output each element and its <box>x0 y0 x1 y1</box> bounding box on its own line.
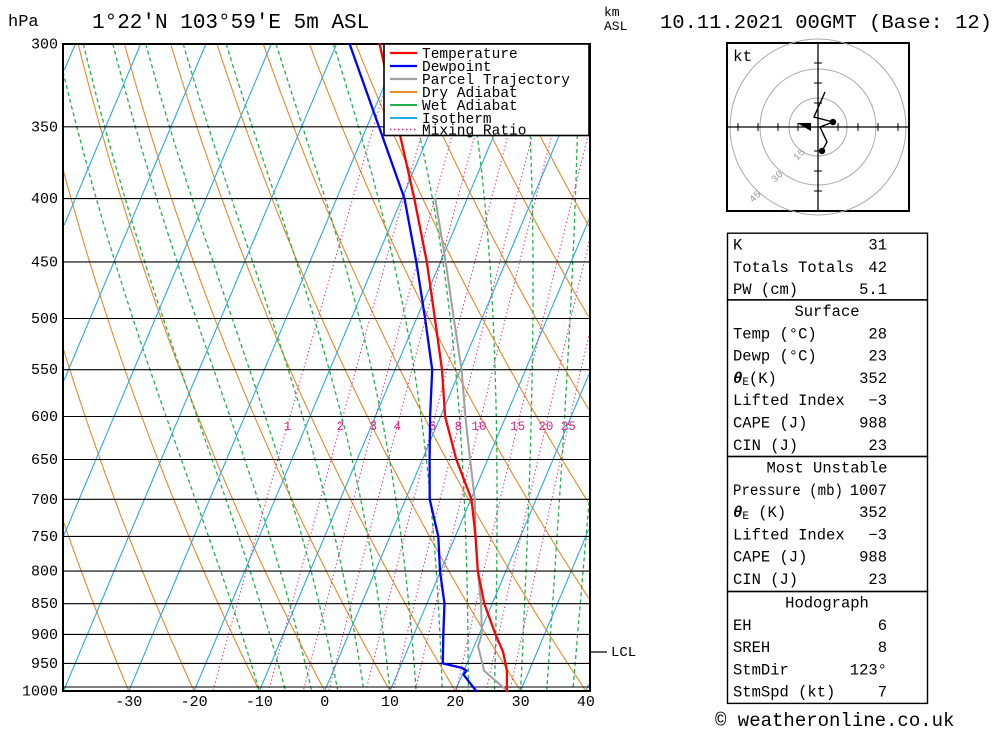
svg-text:EH: EH <box>733 617 752 635</box>
svg-text:800: 800 <box>31 564 58 581</box>
svg-text:SREH: SREH <box>733 639 770 657</box>
svg-text:PW (cm): PW (cm) <box>733 281 798 299</box>
svg-text:10.11.2021 00GMT (Base: 12): 10.11.2021 00GMT (Base: 12) <box>660 12 992 34</box>
svg-text:© weatheronline.co.uk: © weatheronline.co.uk <box>715 710 954 732</box>
svg-text:450: 450 <box>31 254 58 271</box>
svg-text:10: 10 <box>381 694 399 711</box>
svg-text:hPa: hPa <box>8 13 39 32</box>
svg-text:CIN (J): CIN (J) <box>733 571 798 589</box>
svg-text:StmSpd (kt): StmSpd (kt) <box>733 684 835 702</box>
svg-text:42: 42 <box>868 259 887 277</box>
svg-text:25: 25 <box>561 420 576 434</box>
svg-text:ASL: ASL <box>604 19 627 34</box>
svg-text:1007: 1007 <box>850 482 887 500</box>
svg-text:8: 8 <box>455 420 463 434</box>
svg-text:Lifted Index: Lifted Index <box>733 526 845 544</box>
svg-text:352: 352 <box>859 504 887 522</box>
svg-text:LCL: LCL <box>611 645 636 661</box>
svg-text:θE (K): θE (K) <box>733 504 786 523</box>
svg-text:CAPE (J): CAPE (J) <box>733 549 807 567</box>
svg-text:K: K <box>733 237 743 255</box>
svg-text:-20: -20 <box>181 694 208 711</box>
svg-text:15: 15 <box>510 420 525 434</box>
svg-text:-30: -30 <box>115 694 142 711</box>
svg-text:2: 2 <box>337 420 345 434</box>
svg-text:550: 550 <box>31 362 58 379</box>
svg-text:352: 352 <box>859 370 887 388</box>
svg-text:28: 28 <box>868 325 887 343</box>
svg-text:600: 600 <box>31 409 58 426</box>
svg-text:kt: kt <box>733 48 752 66</box>
svg-text:−3: −3 <box>868 392 887 410</box>
svg-text:θE(K): θE(K) <box>733 370 777 389</box>
svg-text:0: 0 <box>320 694 329 711</box>
svg-text:10: 10 <box>471 420 486 434</box>
svg-text:7: 7 <box>878 684 887 702</box>
svg-text:-10: -10 <box>246 694 273 711</box>
svg-text:350: 350 <box>31 119 58 136</box>
svg-text:20: 20 <box>538 420 553 434</box>
svg-text:−3: −3 <box>868 526 887 544</box>
svg-text:Totals Totals: Totals Totals <box>733 259 854 277</box>
svg-text:3: 3 <box>369 420 377 434</box>
svg-text:750: 750 <box>31 529 58 546</box>
svg-text:20: 20 <box>446 694 464 711</box>
svg-text:4: 4 <box>394 420 402 434</box>
svg-text:850: 850 <box>31 596 58 613</box>
svg-text:1000: 1000 <box>22 684 58 701</box>
svg-text:950: 950 <box>31 656 58 673</box>
svg-text:Surface: Surface <box>794 303 859 321</box>
svg-text:988: 988 <box>859 549 887 567</box>
svg-text:30: 30 <box>512 694 530 711</box>
svg-text:1°22'N 103°59'E 5m ASL: 1°22'N 103°59'E 5m ASL <box>92 12 369 35</box>
svg-text:8: 8 <box>878 639 887 657</box>
svg-text:CIN (J): CIN (J) <box>733 437 798 455</box>
svg-text:988: 988 <box>859 415 887 433</box>
svg-text:Dewp (°C): Dewp (°C) <box>733 348 817 366</box>
svg-text:23: 23 <box>868 348 887 366</box>
svg-text:km: km <box>604 5 620 20</box>
svg-text:Most Unstable: Most Unstable <box>767 460 888 478</box>
svg-text:Pressure (mb): Pressure (mb) <box>733 482 843 500</box>
svg-text:1: 1 <box>284 420 292 434</box>
svg-text:650: 650 <box>31 452 58 469</box>
svg-text:23: 23 <box>868 571 887 589</box>
svg-text:123°: 123° <box>850 661 887 679</box>
svg-text:40: 40 <box>577 694 595 711</box>
svg-text:500: 500 <box>31 311 58 328</box>
svg-text:400: 400 <box>31 191 58 208</box>
svg-text:CAPE (J): CAPE (J) <box>733 415 807 433</box>
svg-text:6: 6 <box>878 617 887 635</box>
svg-text:700: 700 <box>31 492 58 509</box>
svg-text:Lifted Index: Lifted Index <box>733 392 845 410</box>
svg-text:31: 31 <box>868 237 887 255</box>
svg-text:Hodograph: Hodograph <box>785 595 869 613</box>
svg-text:Mixing Ratio: Mixing Ratio <box>422 124 526 140</box>
svg-text:300: 300 <box>31 37 58 54</box>
svg-text:23: 23 <box>868 437 887 455</box>
svg-text:Temp (°C): Temp (°C) <box>733 325 817 343</box>
svg-text:5.1: 5.1 <box>859 281 887 299</box>
svg-text:900: 900 <box>31 627 58 644</box>
svg-text:StmDir: StmDir <box>733 661 789 679</box>
